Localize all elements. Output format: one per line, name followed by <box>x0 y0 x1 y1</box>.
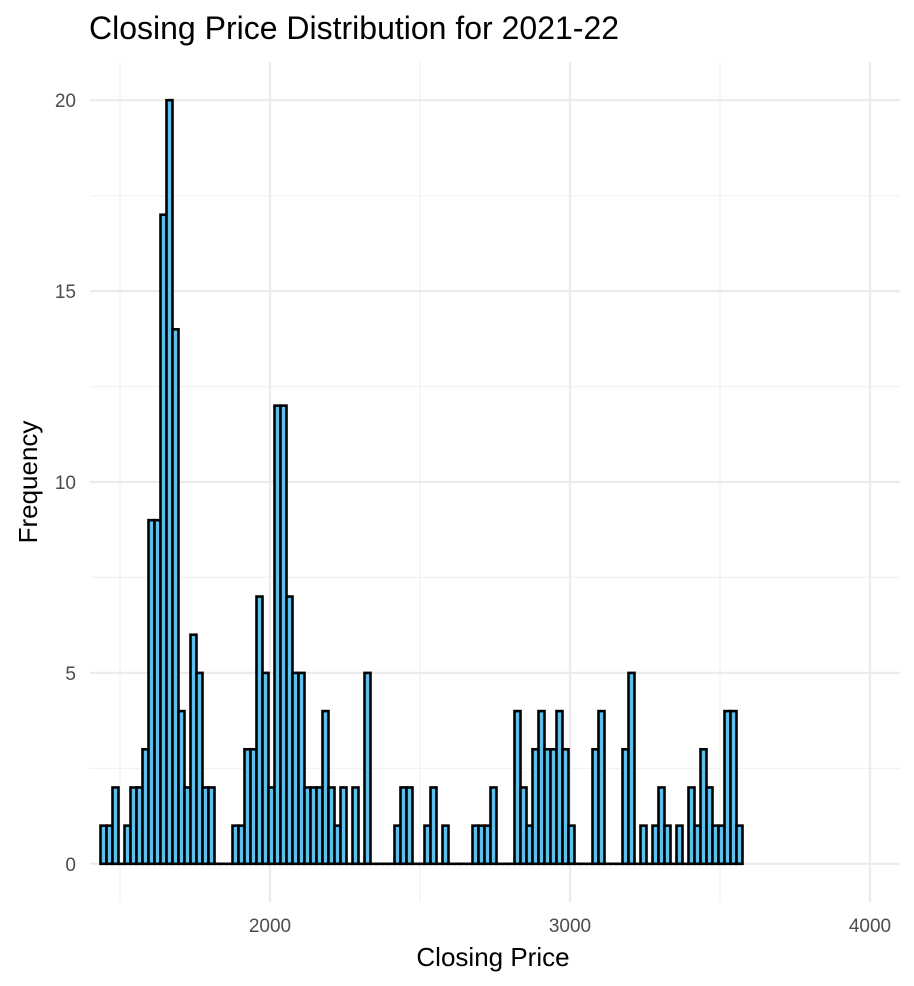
x-axis-tick-labels: 2000 3000 4000 <box>249 916 891 937</box>
y-tick-label: 20 <box>55 91 76 112</box>
histogram-bar <box>441 824 450 866</box>
histogram-bar <box>261 671 270 866</box>
y-axis-tick-labels: 0 5 10 15 20 <box>55 91 76 876</box>
x-tick-label: 3000 <box>549 916 591 937</box>
histogram-bar <box>111 786 120 866</box>
histogram-bar <box>171 327 180 866</box>
histogram-bar <box>429 786 438 866</box>
histogram-bar <box>297 671 306 866</box>
bars <box>99 98 744 866</box>
x-tick-label: 4000 <box>849 916 891 937</box>
histogram-bar <box>195 671 204 866</box>
histogram-bar <box>363 671 372 866</box>
x-axis-title: Closing Price <box>416 942 569 972</box>
histogram-bar <box>567 824 576 866</box>
histogram-bar <box>627 671 636 866</box>
y-tick-label: 15 <box>55 282 76 303</box>
histogram-bar <box>729 709 738 866</box>
histogram-bar <box>663 824 672 866</box>
histogram-bar <box>561 747 570 866</box>
histogram-bar <box>597 709 606 866</box>
histogram-bar <box>207 786 216 866</box>
y-tick-label: 0 <box>65 855 76 876</box>
y-tick-label: 10 <box>55 473 76 494</box>
histogram-bar <box>675 824 684 866</box>
histogram-bar <box>489 786 498 866</box>
y-axis-title: Frequency <box>13 421 43 544</box>
y-tick-label: 5 <box>65 664 76 685</box>
grid-lines <box>90 62 900 902</box>
histogram-bar <box>351 786 360 866</box>
histogram-bar <box>639 824 648 866</box>
histogram-bar <box>339 786 348 866</box>
chart-title: Closing Price Distribution for 2021-22 <box>89 10 619 46</box>
histogram-bar <box>735 824 744 866</box>
histogram-bar <box>405 786 414 866</box>
x-tick-label: 2000 <box>249 916 291 937</box>
